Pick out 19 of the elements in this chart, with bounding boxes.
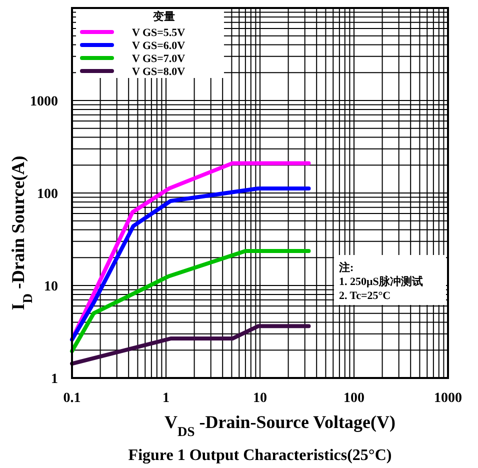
x-tick-label: 1 xyxy=(162,391,170,406)
legend-title: 变量 xyxy=(152,10,175,23)
y-tick-label: 1 xyxy=(51,372,58,387)
x-axis-title: V$_{DS}$ -Drain-Source Voltage(V) xyxy=(164,412,396,438)
legend-label: V GS=8.0V xyxy=(132,66,186,78)
legend-label: V GS=6.0V xyxy=(132,40,186,52)
legend-label: V GS=7.0V xyxy=(132,53,186,65)
annotation: 2. Tc=25°C xyxy=(339,290,391,302)
y-tick-label: 1000 xyxy=(30,94,58,110)
annotation: 注: xyxy=(338,261,354,274)
x-tick-label: 0.1 xyxy=(63,391,81,406)
annotation: 1. 250μS脉冲测试 xyxy=(339,275,423,288)
text: Figure 1 Output Characteristics(25°C) xyxy=(128,447,392,464)
x-tick-label: 100 xyxy=(344,391,364,406)
y-tick-label: 10 xyxy=(44,280,58,294)
x-tick-label: 1000 xyxy=(434,391,462,406)
y-tick-label: 100 xyxy=(37,187,58,202)
x-tick-label: 10 xyxy=(253,391,267,406)
legend-label: V GS=5.5V xyxy=(132,27,186,39)
